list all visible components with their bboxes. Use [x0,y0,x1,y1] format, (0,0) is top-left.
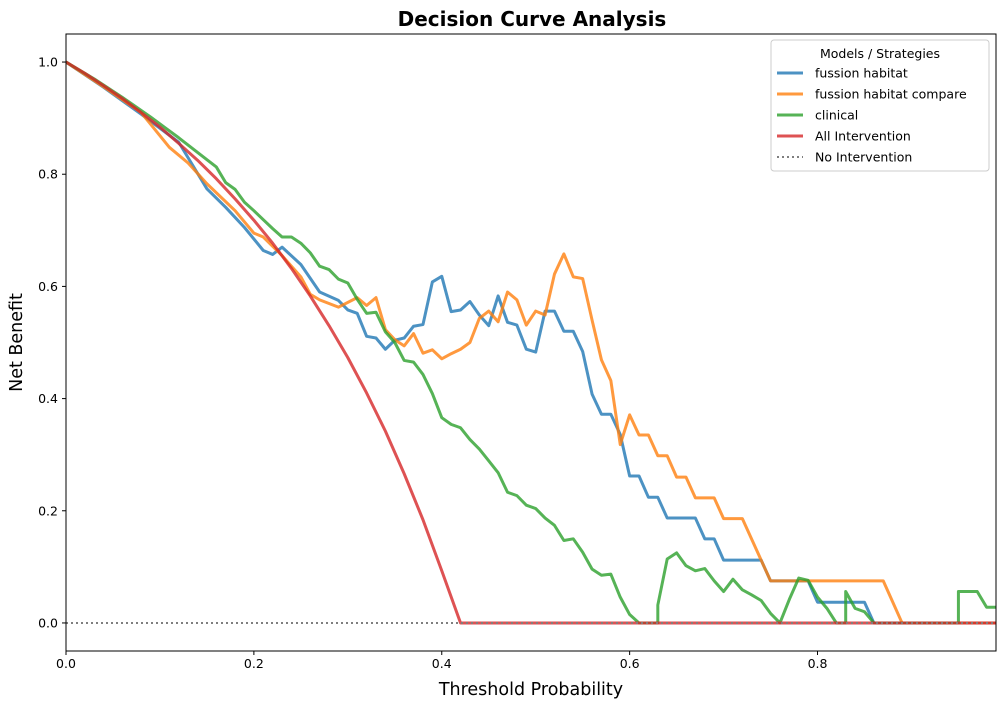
y-tick-label: 0.2 [38,503,58,518]
series-lines [66,60,996,625]
y-tick-label: 0.8 [38,167,58,182]
series-line-3 [66,60,996,625]
series-line-2 [66,60,996,625]
legend-label: All Intervention [815,129,911,144]
series-line-1 [66,60,996,625]
y-axis-label: Net Benefit [7,293,27,392]
legend-label: No Intervention [815,150,912,165]
x-axis-label: Threshold Probability [438,680,623,700]
x-tick-label: 0.8 [808,656,828,671]
chart-title: Decision Curve Analysis [398,7,667,31]
y-tick-label: 0.6 [38,279,58,294]
x-tick-label: 0.0 [56,656,76,671]
y-tick-label: 0.0 [38,615,58,630]
legend-label: clinical [815,108,858,123]
x-tick-label: 0.4 [432,656,452,671]
y-tick-label: 0.4 [38,391,58,406]
y-tick-label: 1.0 [38,55,58,70]
x-axis-ticks: 0.0 0.2 0.4 0.6 0.8 [56,651,827,671]
legend-label: fussion habitat compare [815,87,967,102]
legend-label: fussion habitat [815,66,908,81]
y-axis-ticks: 0.0 0.2 0.4 0.6 0.8 1.0 [38,55,66,630]
x-tick-label: 0.2 [244,656,264,671]
plot-area-frame [65,33,997,652]
legend-frame [770,39,990,172]
legend: Models / Strategies fussion habitat fussi… [770,39,990,172]
x-tick-label: 0.6 [620,656,640,671]
legend-title: Models / Strategies [820,46,940,61]
